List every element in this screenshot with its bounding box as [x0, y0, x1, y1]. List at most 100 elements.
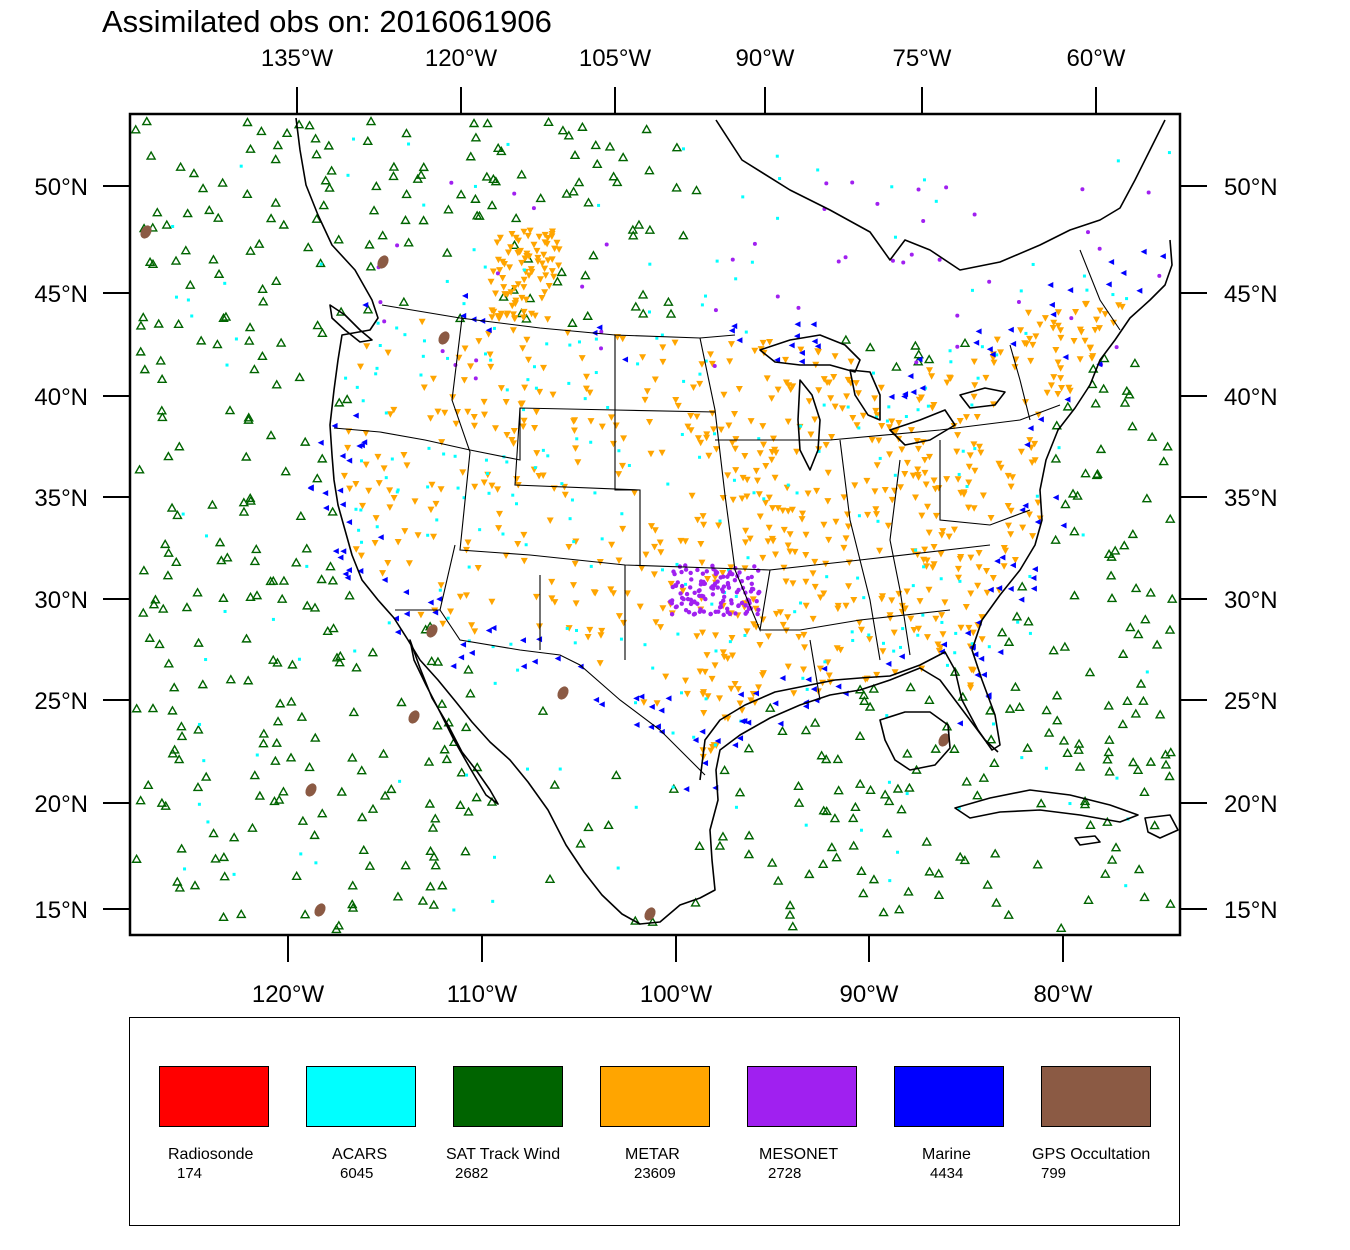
sat-track-wind-marker [135, 795, 146, 805]
marine-marker [739, 718, 746, 725]
metar-marker [570, 418, 578, 425]
sat-track-wind-marker [336, 786, 348, 796]
acars-marker [492, 326, 496, 330]
mesonet-marker [688, 585, 693, 590]
legend-swatch-gps-occultation [1041, 1066, 1151, 1127]
marine-marker [598, 701, 605, 708]
gps-occultation-marker [557, 686, 569, 700]
marine-marker [1018, 596, 1025, 603]
metar-marker [921, 546, 929, 554]
metar-marker [546, 517, 554, 525]
sat-track-wind-marker [961, 776, 972, 786]
metar-marker [1054, 309, 1062, 316]
metar-marker [859, 412, 867, 420]
metar-marker [659, 358, 667, 366]
mesonet-marker [944, 185, 949, 190]
acars-marker [505, 388, 509, 392]
metar-marker [854, 390, 862, 397]
metar-marker [960, 491, 968, 498]
acars-marker [1125, 297, 1129, 301]
metar-marker [975, 549, 983, 557]
acars-marker [698, 372, 702, 376]
metar-marker [1076, 356, 1084, 363]
sat-track-wind-marker [344, 590, 355, 600]
acars-marker [355, 385, 359, 389]
metar-marker [923, 634, 931, 641]
metar-marker [651, 376, 659, 383]
sat-track-wind-marker [694, 840, 705, 851]
marine-marker [811, 338, 818, 345]
metar-marker [811, 583, 819, 591]
metar-marker [521, 384, 529, 392]
mesonet-marker [512, 191, 517, 196]
metar-marker [1050, 374, 1058, 381]
metar-marker [507, 289, 515, 296]
metar-marker [523, 250, 531, 258]
sat-track-wind-marker [743, 743, 755, 753]
acars-marker [1124, 884, 1128, 888]
legend-swatch-mesonet [747, 1066, 857, 1127]
metar-marker [362, 461, 370, 469]
sat-track-wind-marker [1083, 894, 1094, 904]
metar-marker [1065, 384, 1073, 392]
sat-track-wind-marker [218, 851, 230, 862]
acars-marker [395, 326, 399, 330]
acars-marker [594, 337, 598, 341]
metar-marker [769, 505, 777, 512]
sat-track-wind-marker [243, 412, 254, 422]
sat-track-wind-marker [144, 632, 155, 642]
acars-marker [396, 488, 400, 492]
metar-marker [508, 436, 516, 444]
metar-marker [411, 498, 419, 505]
metar-marker [945, 533, 953, 541]
marine-marker [683, 786, 690, 793]
acars-marker [961, 449, 965, 453]
sat-track-wind-marker [463, 664, 474, 674]
metar-marker [512, 234, 520, 242]
metar-marker [888, 597, 896, 604]
sat-track-wind-marker [941, 721, 953, 731]
top-lon-label: 75°W [893, 45, 952, 72]
sat-track-wind-marker [245, 245, 256, 255]
acars-marker [846, 405, 850, 409]
sat-track-wind-marker [212, 339, 223, 349]
metar-marker [509, 327, 517, 334]
sat-track-wind-marker [537, 705, 549, 715]
metar-marker [895, 420, 903, 427]
sat-track-wind-marker [1104, 766, 1115, 776]
acars-marker [948, 349, 952, 353]
metar-marker [384, 349, 392, 357]
metar-marker [572, 600, 580, 607]
metar-marker [759, 339, 767, 347]
marine-marker [888, 393, 895, 400]
sat-track-wind-marker [1105, 570, 1117, 580]
metar-marker [1036, 321, 1044, 329]
metar-marker [598, 423, 606, 431]
acars-marker [297, 657, 301, 661]
marine-marker [1062, 354, 1069, 361]
bottom-lon-label: 120°W [252, 981, 325, 1008]
marine-marker [972, 651, 979, 658]
metar-marker [962, 414, 970, 421]
marine-marker [802, 703, 809, 710]
sat-track-wind-marker [557, 125, 569, 135]
acars-marker [991, 722, 995, 726]
acars-marker [375, 366, 379, 370]
sat-track-wind-marker [1139, 786, 1150, 796]
sat-track-wind-marker [403, 237, 414, 247]
sat-track-wind-marker [245, 495, 256, 505]
sat-track-wind-marker [294, 372, 305, 382]
metar-marker [464, 539, 472, 547]
sat-track-wind-marker [1014, 701, 1025, 712]
metar-marker [550, 273, 558, 281]
sat-track-wind-marker [1125, 622, 1136, 632]
sat-track-wind-marker [1117, 719, 1129, 729]
metar-marker [815, 387, 823, 394]
sat-track-wind-marker [272, 140, 284, 150]
metar-marker [923, 557, 931, 564]
acars-marker [874, 415, 878, 419]
metar-marker [590, 589, 598, 596]
metar-marker [429, 375, 437, 383]
sat-track-wind-marker [238, 497, 250, 507]
mesonet-marker [599, 329, 604, 334]
